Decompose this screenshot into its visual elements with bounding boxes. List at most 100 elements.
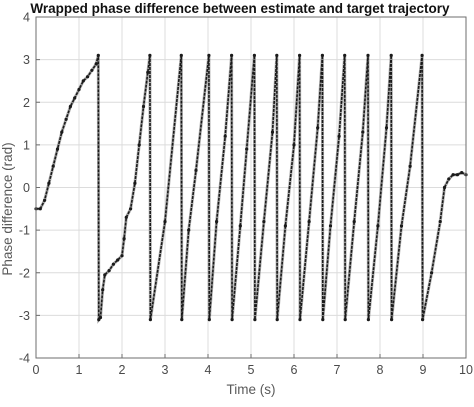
- data-point: [361, 130, 365, 134]
- data-point: [223, 134, 227, 138]
- data-point: [207, 318, 211, 322]
- data-point: [262, 220, 266, 224]
- y-tick-label: 2: [23, 96, 30, 110]
- x-tick-label: 1: [76, 363, 83, 377]
- data-point: [64, 117, 68, 121]
- data-point: [460, 171, 464, 175]
- data-point: [245, 147, 249, 151]
- data-point: [366, 53, 370, 58]
- data-point: [129, 207, 133, 211]
- data-point: [148, 53, 152, 58]
- data-point: [148, 318, 152, 322]
- data-point: [133, 181, 137, 185]
- data-point: [230, 53, 234, 58]
- series-layer: [34, 53, 468, 324]
- data-point: [270, 130, 275, 134]
- data-point: [98, 315, 103, 320]
- x-tick-label: 0: [33, 363, 40, 377]
- data-point: [298, 318, 302, 322]
- y-tick-label: 3: [23, 53, 30, 67]
- y-axis-label: Phase difference (rad): [0, 142, 15, 275]
- data-point: [321, 318, 325, 322]
- data-point: [107, 269, 111, 273]
- y-tick-label: 1: [23, 138, 30, 152]
- x-tick-label: 8: [377, 363, 384, 377]
- data-point: [194, 168, 198, 172]
- data-point: [180, 318, 184, 322]
- data-point: [337, 134, 341, 138]
- data-point: [141, 104, 146, 109]
- data-point: [343, 318, 347, 322]
- x-tick-label: 10: [459, 363, 473, 377]
- data-point: [116, 258, 120, 262]
- data-point: [124, 215, 128, 219]
- x-tick-label: 9: [420, 363, 427, 377]
- x-axis: 0 1 2 3 4 5 6 7 8 9 10: [33, 354, 473, 377]
- data-point: [179, 53, 183, 58]
- y-tick-label: -4: [19, 352, 30, 366]
- data-point: [120, 254, 124, 258]
- y-axis: -4 -3 -2 -1 0 1 2 3 4: [19, 11, 40, 366]
- data-point: [447, 177, 451, 181]
- data-point: [408, 164, 412, 168]
- data-point: [111, 262, 115, 266]
- data-point: [47, 181, 51, 185]
- data-point: [215, 220, 219, 224]
- series-line: [36, 55, 467, 322]
- data-point: [376, 224, 380, 228]
- data-point: [103, 273, 107, 277]
- data-point: [101, 288, 105, 292]
- data-point: [389, 53, 393, 58]
- data-point: [81, 79, 85, 83]
- data-point: [43, 198, 47, 202]
- data-point: [283, 224, 287, 228]
- x-tick-label: 4: [205, 363, 212, 377]
- data-point: [316, 126, 320, 130]
- x-tick-label: 7: [334, 363, 341, 377]
- data-point: [122, 237, 126, 241]
- data-point: [455, 173, 459, 177]
- data-point: [51, 164, 55, 168]
- y-tick-label: 4: [23, 11, 30, 25]
- chart-title: Wrapped phase difference between estimat…: [30, 1, 450, 16]
- x-tick-label: 6: [291, 363, 298, 377]
- data-point: [298, 53, 302, 58]
- data-point: [307, 220, 311, 224]
- data-point: [137, 143, 141, 147]
- data-point: [73, 96, 77, 100]
- y-tick-label: -3: [19, 309, 30, 323]
- data-point: [207, 53, 211, 58]
- data-point: [275, 53, 279, 58]
- x-axis-label: Time (s): [227, 382, 276, 397]
- data-point: [230, 318, 234, 322]
- data-point: [38, 207, 42, 211]
- data-point: [275, 318, 279, 322]
- data-point: [252, 53, 256, 58]
- data-point: [292, 143, 296, 147]
- data-point: [77, 87, 81, 92]
- y-tick-label: -2: [19, 266, 30, 280]
- data-point: [96, 53, 100, 58]
- data-point: [442, 185, 447, 190]
- data-point: [390, 318, 394, 322]
- y-tick-label: -1: [19, 224, 30, 238]
- data-point: [187, 228, 191, 232]
- data-point: [421, 318, 425, 322]
- data-point: [94, 62, 98, 66]
- data-point: [328, 224, 333, 228]
- data-point: [68, 104, 72, 109]
- x-tick-label: 5: [248, 363, 255, 377]
- data-point: [60, 130, 64, 134]
- data-point: [320, 53, 324, 58]
- x-tick-label: 3: [162, 363, 169, 377]
- data-point: [90, 68, 94, 72]
- data-point: [399, 224, 404, 228]
- data-point: [438, 220, 442, 224]
- data-point: [451, 173, 455, 177]
- data-point: [384, 126, 389, 130]
- data-point: [253, 318, 257, 322]
- data-point: [238, 224, 242, 228]
- data-point: [352, 220, 356, 224]
